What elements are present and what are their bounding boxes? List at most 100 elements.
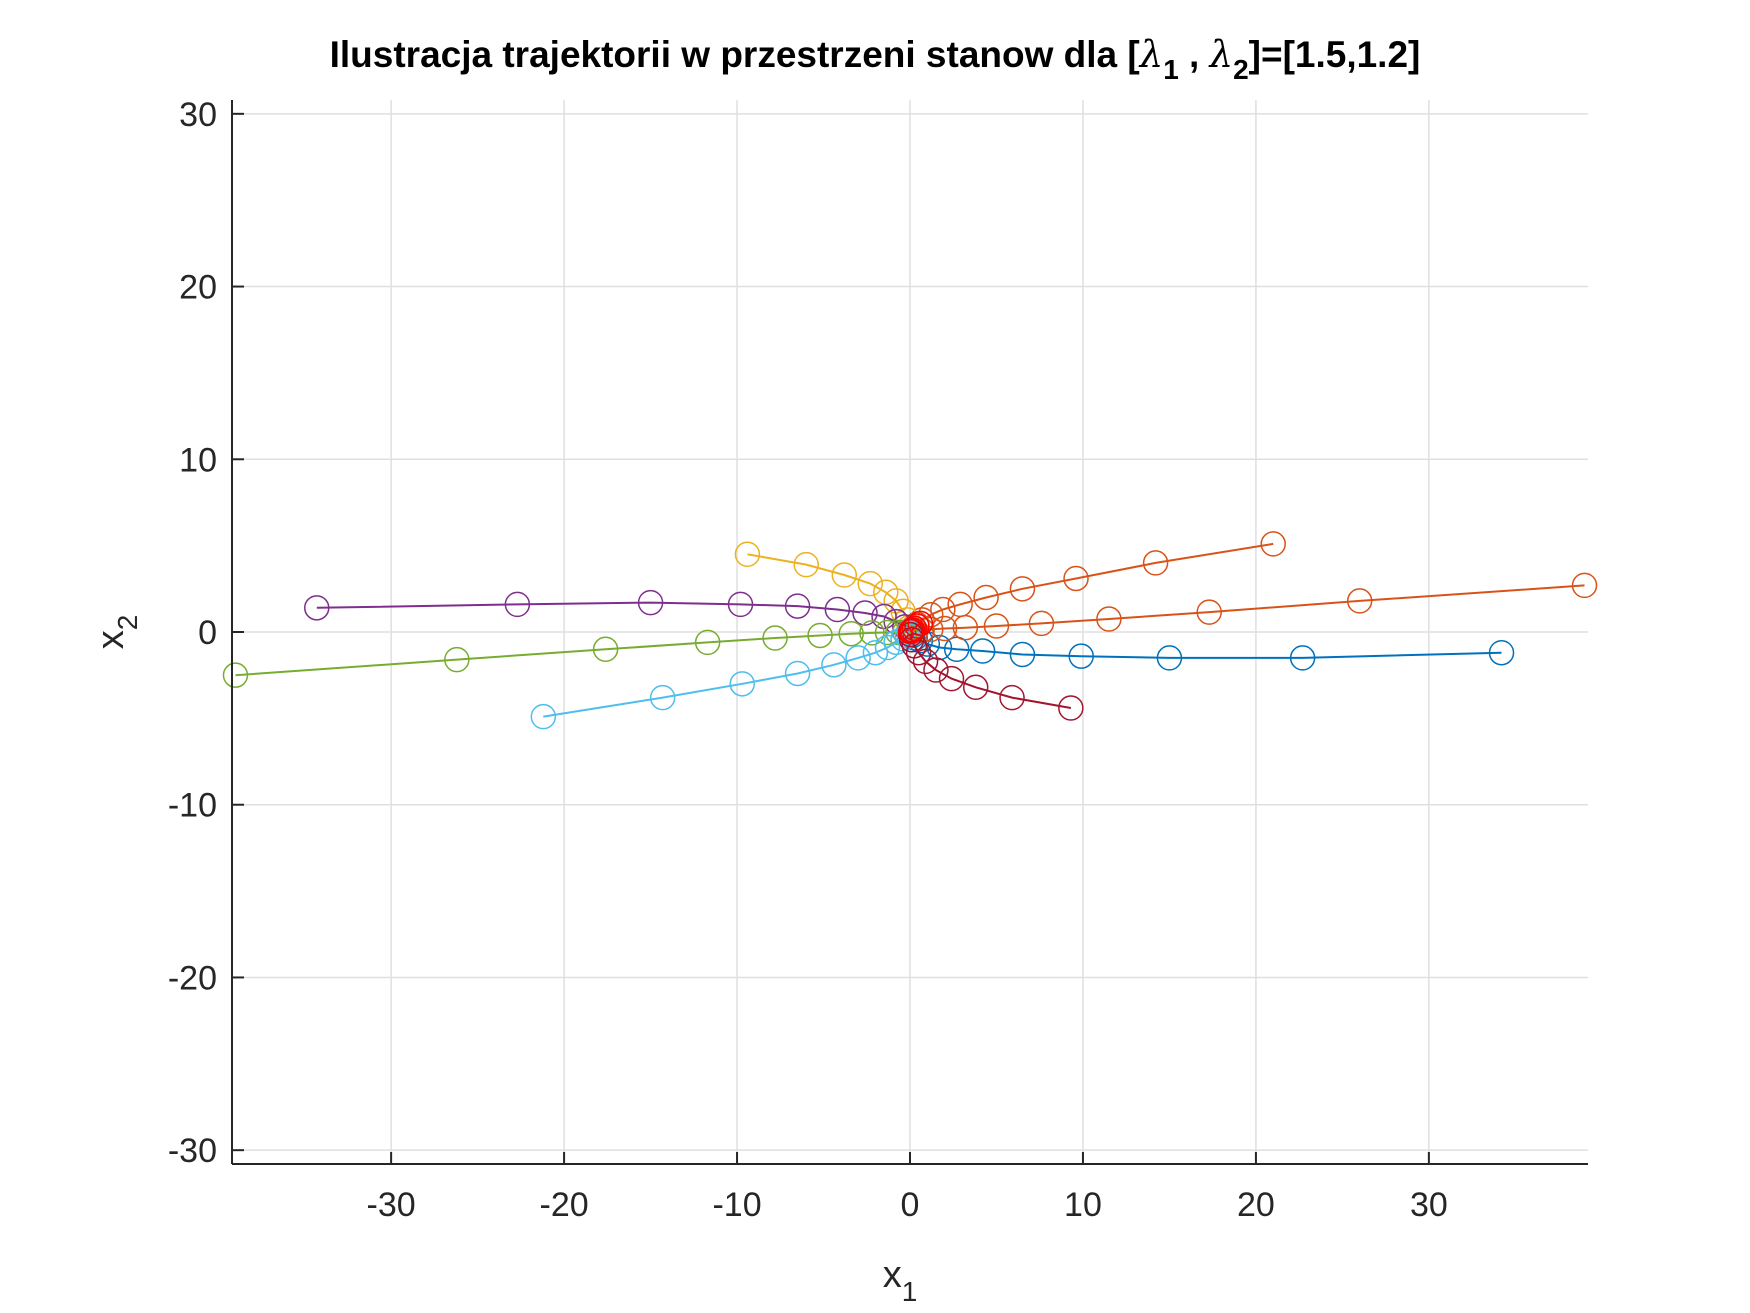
series-line [910, 584, 1585, 633]
x-axis-label-sub: 1 [902, 1276, 918, 1307]
series-line [910, 632, 1502, 659]
x-tick-label: 30 [1410, 1186, 1448, 1224]
title-sub-1: 1 [1163, 54, 1179, 85]
y-tick-label: 30 [179, 96, 217, 134]
data-point [962, 674, 989, 701]
title-lambda-1: λ [1138, 33, 1163, 76]
data-point [694, 629, 721, 656]
chart-title: Ilustracja trajektorii w przestrzeni sta… [330, 33, 1421, 85]
data-point [926, 634, 953, 661]
y-tick-label: 0 [198, 614, 217, 652]
y-axis-label-main: x [90, 630, 132, 649]
data-point [1009, 641, 1036, 668]
data-point [852, 600, 878, 626]
data-point [784, 593, 811, 619]
y-tick-label: 10 [179, 441, 217, 479]
series-6 [222, 619, 922, 688]
y-axis-label: x2 [90, 615, 143, 650]
data-point [807, 622, 833, 649]
series-line [316, 601, 910, 632]
data-point [1346, 588, 1373, 614]
data-point [784, 660, 811, 687]
data-point [1009, 576, 1036, 602]
data-point [1488, 639, 1515, 666]
data-point [973, 584, 999, 611]
data-point [1289, 645, 1316, 671]
data-point [727, 591, 754, 618]
data-point [824, 596, 851, 623]
data-point [907, 610, 934, 637]
data-point [931, 615, 958, 642]
data-point [1260, 531, 1286, 557]
data-point [923, 657, 949, 683]
data-point [222, 662, 249, 688]
title-lambda-2: λ [1208, 33, 1233, 76]
data-point [845, 645, 871, 671]
data-point [649, 684, 676, 711]
data-point [1196, 599, 1222, 625]
data-point [904, 613, 930, 639]
y-tick-label: -30 [168, 1132, 217, 1170]
data-point [1571, 572, 1598, 599]
data-point [969, 638, 996, 664]
x-axis-label: x1 [883, 1254, 918, 1307]
title-prefix: Ilustracja trajektorii w przestrzeni sta… [330, 34, 1140, 75]
series-2 [898, 572, 1598, 645]
data-point [899, 617, 926, 643]
data-point [947, 591, 973, 618]
data-point [444, 646, 470, 673]
data-point [938, 665, 965, 692]
data-point [901, 615, 928, 641]
y-tick-label: -10 [168, 787, 217, 825]
data-point [999, 684, 1025, 711]
data-point [793, 551, 819, 578]
data-point [871, 603, 897, 630]
data-point [857, 570, 883, 597]
data-point [729, 671, 755, 697]
data-point [943, 636, 970, 663]
x-tick-label: -10 [712, 1186, 761, 1224]
title-sub-2: 2 [1233, 54, 1249, 85]
data-point [504, 591, 531, 618]
x-tick-label: -30 [367, 1186, 416, 1224]
data-point [304, 595, 330, 621]
data-point [838, 620, 864, 647]
data-point [1028, 610, 1055, 637]
data-point [592, 636, 619, 663]
data-point [734, 541, 761, 568]
data-point [983, 613, 1010, 639]
data-point [859, 620, 885, 646]
data-point [930, 596, 956, 623]
x-tick-label: 20 [1237, 1186, 1275, 1224]
y-tick-label: 20 [179, 269, 217, 307]
y-axis-label-sub: 2 [112, 615, 143, 631]
data-point [1068, 643, 1094, 669]
data-point [862, 639, 889, 666]
data-point [637, 589, 664, 616]
grid [232, 100, 1588, 1164]
x-axis-label-main: x [883, 1254, 902, 1296]
data-point [1156, 645, 1183, 671]
ticks: -30 -20 -10 0 10 20 30 -30 -20 -10 0 10 20 30 [168, 96, 1448, 1224]
data-point [1096, 606, 1122, 632]
title-suffix: ]=[1.5,1.2] [1249, 34, 1421, 75]
data-point [874, 634, 901, 661]
series-9 [897, 610, 934, 645]
data-point [762, 625, 788, 651]
title-sep: , [1179, 34, 1210, 75]
data-point [885, 619, 911, 646]
data-point [897, 618, 924, 645]
y-tick-label: -20 [168, 959, 217, 997]
x-tick-label: 10 [1064, 1186, 1102, 1224]
data-point [530, 703, 557, 730]
data-point [1063, 565, 1089, 592]
x-tick-label: 0 [901, 1186, 920, 1224]
data-point [821, 652, 847, 678]
series-layer [222, 531, 1598, 730]
data-point [1142, 550, 1169, 576]
series-line [747, 553, 911, 628]
series-1 [898, 620, 1515, 671]
data-point [831, 562, 858, 588]
x-tick-label: -20 [540, 1186, 589, 1224]
